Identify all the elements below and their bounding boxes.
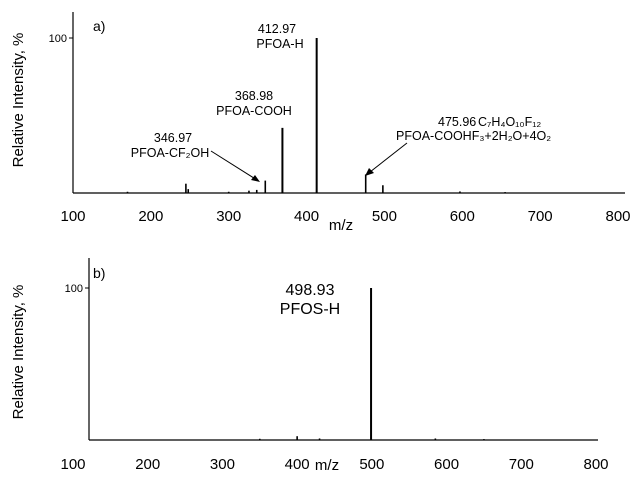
annotation-label-498: PFOS-H	[280, 301, 340, 318]
annotation-mz-368: 368.98	[235, 89, 273, 103]
panel-b-y-tick-label: 100	[65, 283, 83, 295]
annotation-arrow-475	[369, 142, 408, 173]
annotation-label-346: PFOA-CF₂OH	[131, 146, 209, 160]
panel-a-x-tick-800: 800	[605, 208, 630, 225]
panel-b-x-tick-100: 100	[60, 456, 85, 473]
panel-a-x-tick-600: 600	[450, 208, 475, 225]
panel-b-x-tick-500: 500	[359, 456, 384, 473]
panel-a-label: a)	[93, 18, 105, 34]
panel-b-x-tick-800: 800	[583, 456, 608, 473]
annotation-arrowhead-475	[365, 168, 374, 176]
panel-a-x-tick-300: 300	[216, 208, 241, 225]
panel-b-label: b)	[93, 265, 105, 281]
panel-b-y-axis-label: Relative Intensity, %	[10, 285, 27, 420]
panel-b-x-tick-300: 300	[210, 456, 235, 473]
panel-a-x-tick-500: 500	[372, 208, 397, 225]
annotation-arrow-346	[210, 150, 258, 181]
annotation-label-475: PFOA-COOHF₃+2H₂O+4O₂	[396, 129, 551, 143]
annotation-arrowhead-346	[251, 175, 260, 182]
panel-b-x-tick-700: 700	[509, 456, 534, 473]
panel-a-x-axis-label: m/z	[329, 217, 353, 234]
panel-a-y-tick-label: 100	[49, 33, 67, 45]
annotation-mz-412: 412.97	[258, 22, 296, 36]
panel-b-x-axis-label: m/z	[315, 457, 339, 474]
panel-a-x-tick-labels: 100 200 300 400 500 600 700 800	[60, 208, 630, 225]
annotation-label-412: PFOA-H	[256, 37, 303, 51]
panel-b-x-tick-labels: 100 200 300 400 500 600 700 800	[60, 456, 608, 473]
annotation-mz-498: 498.93	[286, 282, 335, 299]
annotation-label-368: PFOA-COOH	[216, 104, 292, 118]
panel-a-x-tick-400: 400	[294, 208, 319, 225]
annotation-mz-475: 475.96	[438, 115, 476, 129]
panel-b-x-tick-600: 600	[434, 456, 459, 473]
panel-a: a) Relative Intensity, % 100 100 200 300 40…	[10, 12, 631, 234]
panel-a-x-tick-200: 200	[138, 208, 163, 225]
panel-a-x-tick-100: 100	[60, 208, 85, 225]
panel-b-x-tick-400: 400	[285, 456, 310, 473]
annotation-formula-475: C₇H₄O₁₀F₁₂	[478, 115, 541, 129]
panel-a-peaks	[126, 38, 506, 193]
panel-b-peaks	[258, 288, 485, 440]
panel-a-y-axis-label: Relative Intensity, %	[10, 33, 27, 168]
annotation-mz-346: 346.97	[154, 131, 192, 145]
panel-a-x-tick-700: 700	[528, 208, 553, 225]
panel-b: b) Relative Intensity, % 100 100 200 300 40…	[10, 258, 609, 474]
panel-b-x-tick-200: 200	[135, 456, 160, 473]
